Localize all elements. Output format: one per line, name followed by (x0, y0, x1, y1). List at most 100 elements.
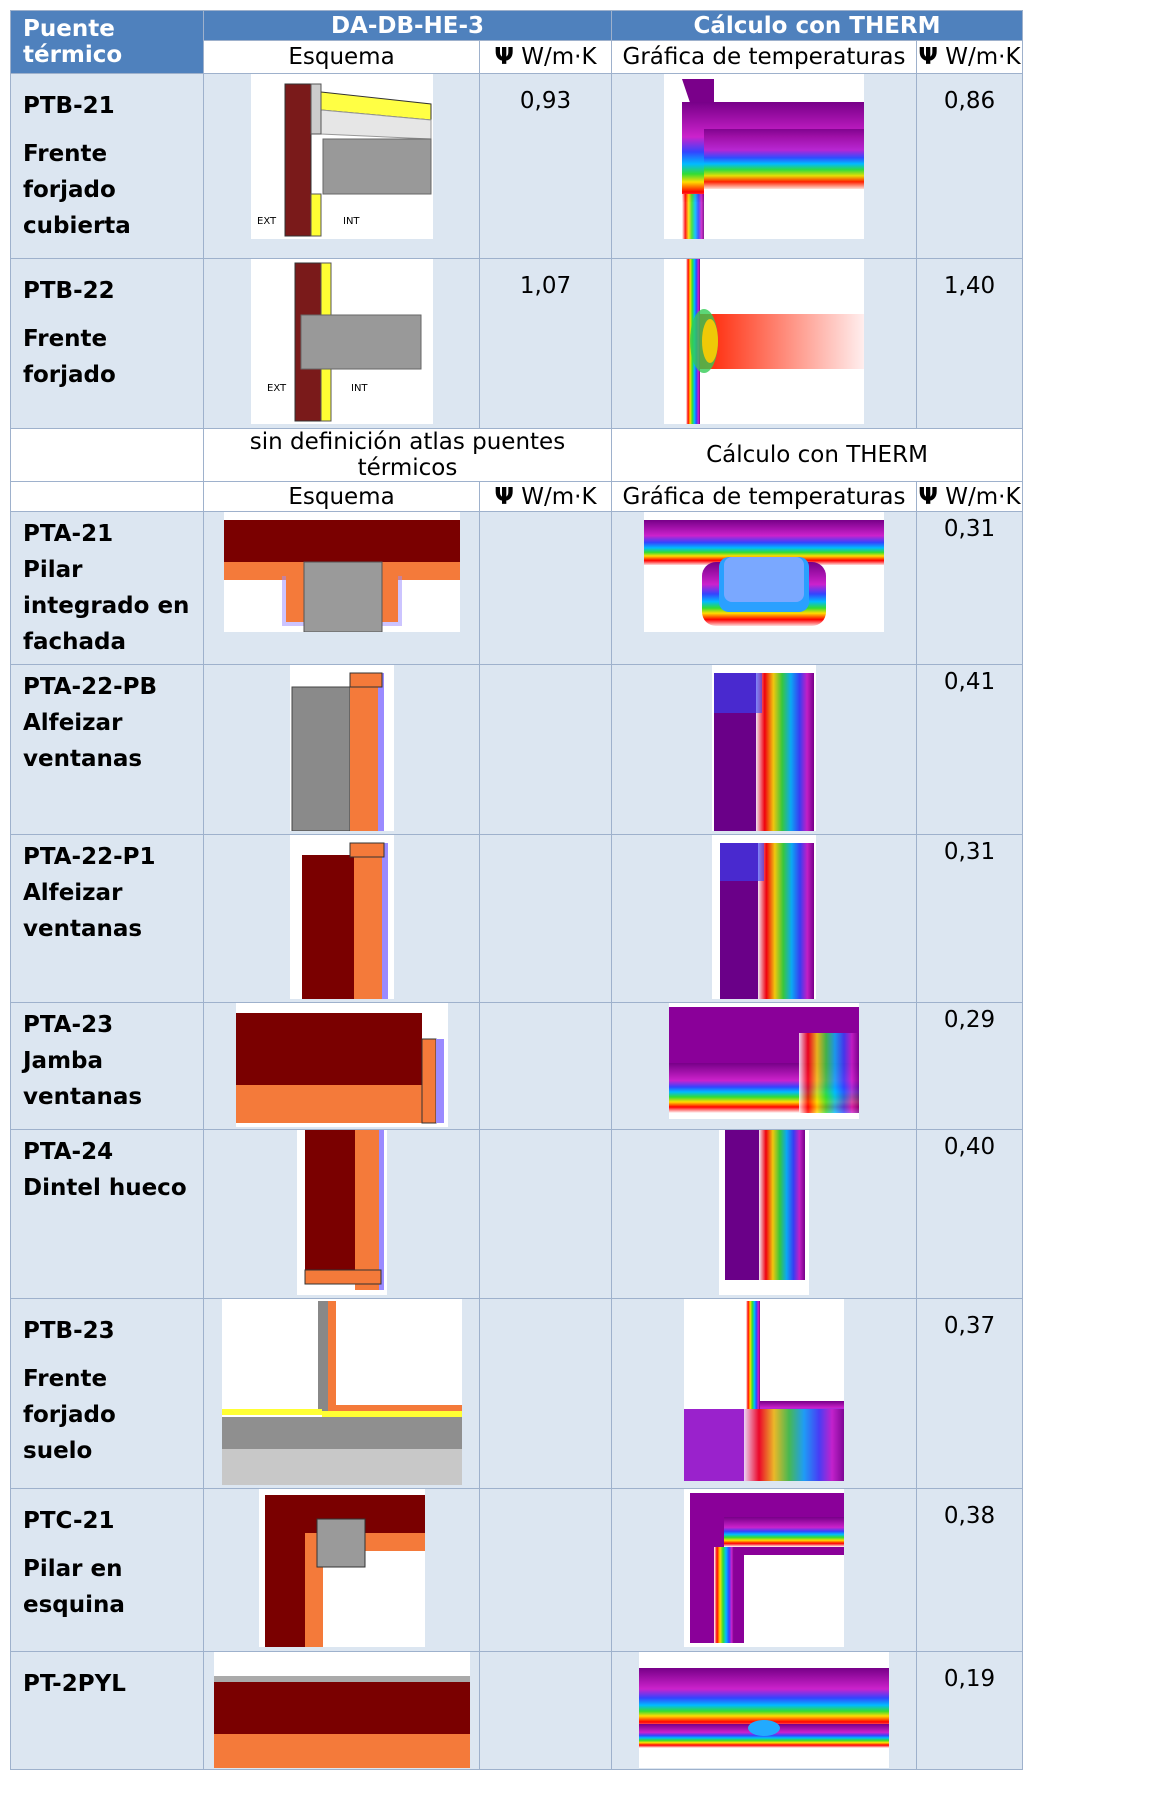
thermal-graph-cell (611, 1298, 917, 1489)
psi-therm-value: 0,31 (916, 511, 1023, 665)
table-row: PTA-21 Pilar integrado en fachada (10, 511, 1023, 665)
col-header-schema: Esquema (203, 481, 480, 512)
col-header-psi-therm: Ψ W/m·K (916, 40, 1023, 74)
psi-therm-value: 0,41 (916, 664, 1023, 835)
schema-cell (203, 1488, 480, 1652)
bridge-name: Frente forjado (23, 326, 116, 388)
group-header-dadbhe3: DA-DB-HE-3 (203, 10, 612, 41)
table-row: PTC-21 Pilar en esquina 0,38 (10, 1488, 1023, 1652)
bridge-code: PTB-21 (23, 93, 115, 119)
psi-therm-value: 0,37 (916, 1298, 1023, 1489)
table-row: PT-2PYL 0,19 (10, 1651, 1023, 1770)
schema-cell (203, 1651, 480, 1770)
schema-cell: EXT INT (203, 258, 480, 429)
bridge-name: Frente forjado suelo (23, 1366, 116, 1464)
bridge-label: PTA-22-PB Alfeizar ventanas (10, 664, 204, 835)
ext-label: EXT (267, 383, 287, 394)
bridge-label: PT-2PYL (10, 1651, 204, 1770)
psi-therm-value: 0,38 (916, 1488, 1023, 1652)
bridge-label: PTB-21 Frente forjado cubierta (10, 73, 204, 259)
table-row: PTA-23 Jamba ventanas 0,29 (10, 1002, 1023, 1130)
col-header-psi-therm: Ψ W/m·K (916, 481, 1023, 512)
bridge-label: PTA-21 Pilar integrado en fachada (10, 511, 204, 665)
col-header-graph: Gráfica de temperaturas (611, 40, 917, 74)
psi-unit: W/m·K (945, 44, 1021, 70)
thermal-graph-cell (611, 1488, 917, 1652)
thermal-graph (664, 74, 864, 239)
thermal-bridge-table: Puente térmico DA-DB-HE-3 Cálculo con TH… (10, 10, 1023, 1770)
thermal-graph (684, 1489, 844, 1647)
psi-therm-value: 0,29 (916, 1002, 1023, 1130)
psi-therm-value: 0,40 (916, 1129, 1023, 1299)
schema-drawing: EXT INT (250, 74, 433, 239)
schema-drawing (221, 1299, 462, 1485)
table-row: PTB-21 Frente forjado cubierta EXT INT 0… (10, 73, 1023, 259)
section2-right-title: Cálculo con THERM (611, 428, 1023, 482)
bridge-code: PTA-24 (23, 1139, 114, 1165)
psi-db-value (479, 664, 612, 835)
thermal-graph (712, 835, 816, 999)
col-header-psi-db: Ψ W/m·K (479, 481, 612, 512)
schema-cell (203, 511, 480, 665)
table-row: PTB-22 Frente forjado EXT INT 1,07 1 (10, 258, 1023, 429)
schema-drawing (235, 1003, 448, 1127)
bridge-code: PTA-23 (23, 1012, 114, 1038)
table-row: PTA-22-P1 Alfeizar ventanas 0,31 (10, 834, 1023, 1003)
bridge-code: PTB-23 (23, 1318, 115, 1344)
bridge-label: PTA-23 Jamba ventanas (10, 1002, 204, 1130)
schema-cell (203, 834, 480, 1003)
psi-db-value (479, 511, 612, 665)
psi-db-value: 0,93 (479, 73, 612, 259)
schema-drawing (223, 512, 460, 632)
bridge-code: PTA-22-P1 (23, 844, 156, 870)
thermal-graph-cell (611, 834, 917, 1003)
thermal-graph-cell (611, 664, 917, 835)
bridge-code: PTA-22-PB (23, 674, 158, 700)
thermal-graph (644, 512, 884, 632)
int-label: INT (351, 383, 368, 394)
psi-symbol: Ψ (918, 44, 938, 70)
group-header-therm: Cálculo con THERM (611, 10, 1023, 41)
thermal-graph (639, 1652, 889, 1768)
bridge-name: Jamba ventanas (23, 1048, 143, 1110)
section2-blank (10, 481, 204, 512)
schema-cell: EXT INT (203, 73, 480, 259)
bridge-label: PTA-22-P1 Alfeizar ventanas (10, 834, 204, 1003)
bridge-code: PT-2PYL (23, 1671, 126, 1697)
thermal-graph-cell (611, 1129, 917, 1299)
thermal-graph-cell (611, 1002, 917, 1130)
bridge-code: PTB-22 (23, 278, 115, 304)
psi-therm-value: 0,86 (916, 73, 1023, 259)
table-row: PTA-22-PB Alfeizar ventanas 0,41 (10, 664, 1023, 835)
schema-drawing (213, 1652, 470, 1768)
psi-unit: W/m·K (521, 483, 597, 510)
psi-db-value (479, 834, 612, 1003)
bridge-name: Alfeizar ventanas (23, 880, 143, 942)
psi-symbol: Ψ (494, 44, 514, 70)
psi-db-value (479, 1488, 612, 1652)
psi-unit: W/m·K (521, 44, 597, 70)
section2-blank (10, 428, 204, 482)
schema-drawing (289, 835, 394, 999)
thermal-graph (712, 665, 816, 831)
schema-drawing: EXT INT (250, 259, 433, 424)
psi-db-value (479, 1129, 612, 1299)
thermal-graph-cell (611, 1651, 917, 1770)
psi-unit: W/m·K (945, 483, 1021, 510)
bridge-code: PTA-21 (23, 521, 114, 547)
schema-drawing (258, 1489, 425, 1647)
bridge-label: PTA-24 Dintel hueco (10, 1129, 204, 1299)
schema-drawing (296, 1130, 387, 1295)
thermal-graph-cell (611, 258, 917, 429)
bridge-name: Dintel hueco (23, 1175, 187, 1201)
psi-therm-value: 0,19 (916, 1651, 1023, 1770)
bridge-code: PTC-21 (23, 1508, 115, 1534)
int-label: INT (343, 216, 360, 227)
thermal-graph (669, 1003, 859, 1119)
table-row: PTA-24 Dintel hueco 0,40 (10, 1129, 1023, 1299)
schema-cell (203, 1129, 480, 1299)
psi-db-value (479, 1298, 612, 1489)
bridge-label: PTC-21 Pilar en esquina (10, 1488, 204, 1652)
table-row: PTB-23 Frente forjado suelo (10, 1298, 1023, 1489)
psi-db-value (479, 1002, 612, 1130)
